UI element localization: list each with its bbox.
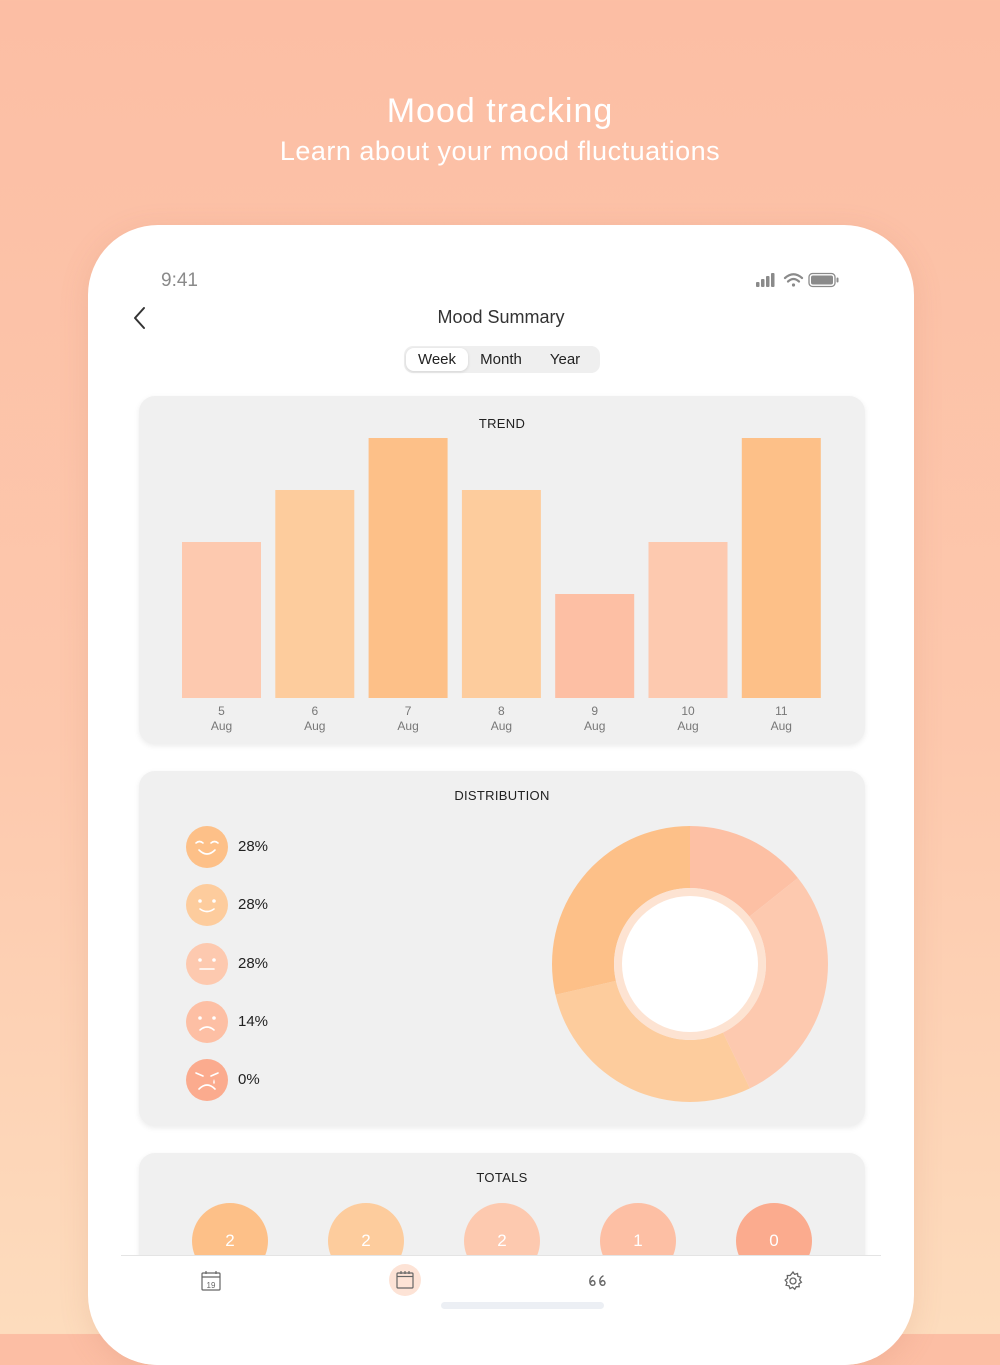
very-sad-face-icon xyxy=(186,1059,228,1101)
distribution-item: 14% xyxy=(186,1001,306,1043)
donut-slice xyxy=(690,826,798,917)
wifi-icon xyxy=(783,273,804,287)
trend-bar xyxy=(741,438,821,698)
distribution-percent: 14% xyxy=(238,1013,269,1030)
distribution-card: DISTRIBUTION 28% 28% xyxy=(139,771,865,1126)
status-icons xyxy=(756,272,839,288)
tab-calendar[interactable]: 19 xyxy=(196,1266,226,1296)
donut-slice xyxy=(555,980,750,1102)
distribution-percent: 28% xyxy=(238,896,269,913)
trend-tick-day: 6 xyxy=(311,704,318,718)
calendar-icon xyxy=(201,1271,221,1291)
tab-bar: 19 xyxy=(121,1255,881,1365)
segment-month[interactable]: Month xyxy=(480,351,522,368)
trend-tick-month: Aug xyxy=(397,719,418,733)
donut-hole xyxy=(622,896,758,1032)
home-indicator xyxy=(441,1302,604,1309)
battery-icon xyxy=(808,272,839,288)
device-screen: 9:41 Mood Summary Week Month Year TREND … xyxy=(88,225,914,1365)
segment-year[interactable]: Year xyxy=(549,351,581,368)
journal-icon xyxy=(396,1271,414,1289)
page-title: Mood Summary xyxy=(437,307,565,327)
trend-tick-month: Aug xyxy=(677,719,698,733)
period-segmented-control: Week Month Year xyxy=(404,346,600,373)
tab-journal[interactable] xyxy=(389,1264,421,1296)
back-button[interactable] xyxy=(128,303,154,333)
trend-bar xyxy=(368,438,448,698)
signal-icon xyxy=(756,273,775,287)
trend-tick-day: 8 xyxy=(498,704,505,718)
trend-tick-day: 7 xyxy=(405,704,412,718)
distribution-item: 0% xyxy=(186,1059,306,1101)
distribution-item: 28% xyxy=(186,826,306,868)
donut-slice xyxy=(552,826,690,995)
distribution-item: 28% xyxy=(186,884,306,926)
distribution-percent: 28% xyxy=(238,838,269,855)
tab-settings[interactable] xyxy=(778,1266,808,1296)
totals-row: 2 2 2 1 0 xyxy=(139,1203,865,1279)
segment-week[interactable]: Week xyxy=(406,348,468,371)
distribution-donut-chart xyxy=(552,826,829,1102)
very-happy-face-icon xyxy=(186,826,228,868)
distribution-title: DISTRIBUTION xyxy=(454,788,550,803)
distribution-item: 28% xyxy=(186,943,306,985)
trend-tick-month: Aug xyxy=(491,719,512,733)
promo-title: Mood tracking xyxy=(386,92,614,130)
distribution-percent: 0% xyxy=(238,1071,260,1088)
trend-bar xyxy=(461,490,541,698)
quote-icon xyxy=(589,1275,606,1286)
totals-title: TOTALS xyxy=(476,1170,528,1185)
promo-subtitle: Learn about your mood fluctuations xyxy=(279,136,721,166)
trend-tick-day: 11 xyxy=(775,704,788,718)
trend-bar xyxy=(275,490,355,698)
trend-bar xyxy=(182,542,261,698)
sad-face-icon xyxy=(186,1001,228,1043)
trend-tick-day: 9 xyxy=(591,704,598,718)
trend-tick-month: Aug xyxy=(771,719,792,733)
trend-tick-day: 5 xyxy=(218,704,225,718)
trend-title: TREND xyxy=(478,416,526,431)
neutral-face-icon xyxy=(186,943,228,985)
status-time: 9:41 xyxy=(161,270,198,291)
donut-slice xyxy=(722,877,829,1089)
trend-bar xyxy=(648,542,728,698)
trend-tick-month: Aug xyxy=(211,719,232,733)
trend-tick-day: 10 xyxy=(681,704,695,718)
distribution-percent: 28% xyxy=(238,955,269,972)
trend-tick-month: Aug xyxy=(304,719,325,733)
chevron-left-icon xyxy=(134,307,145,329)
tab-quotes[interactable] xyxy=(584,1266,614,1296)
trend-tick-month: Aug xyxy=(584,719,605,733)
calendar-day-number: 19 xyxy=(207,1281,216,1290)
happy-face-icon xyxy=(186,884,228,926)
settings-gear-icon xyxy=(784,1270,803,1291)
trend-bar xyxy=(555,594,635,698)
trend-card: TREND 5 Aug 6 Aug 7 Aug 8 Aug 9 Aug 10 Aug 11 Aug xyxy=(139,396,865,744)
